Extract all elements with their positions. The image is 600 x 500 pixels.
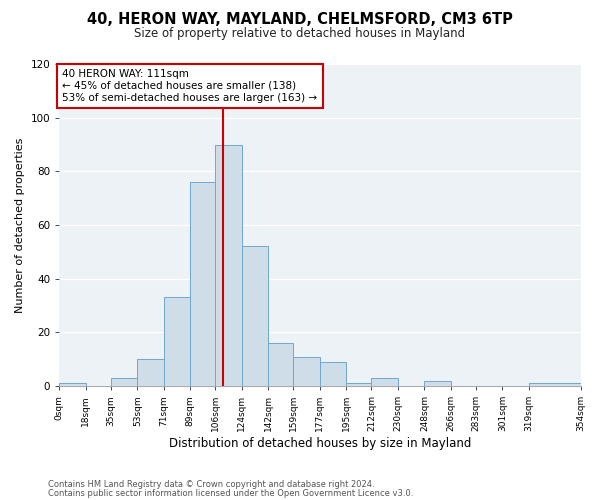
Bar bbox=[268, 343, 293, 386]
Text: 40, HERON WAY, MAYLAND, CHELMSFORD, CM3 6TP: 40, HERON WAY, MAYLAND, CHELMSFORD, CM3 … bbox=[87, 12, 513, 28]
Bar bbox=[371, 378, 398, 386]
Text: Contains HM Land Registry data © Crown copyright and database right 2024.: Contains HM Land Registry data © Crown c… bbox=[48, 480, 374, 489]
Bar bbox=[164, 298, 190, 386]
Bar bbox=[215, 144, 242, 386]
Bar bbox=[242, 246, 268, 386]
Bar bbox=[346, 384, 371, 386]
Bar bbox=[137, 359, 164, 386]
Bar bbox=[111, 378, 137, 386]
Bar bbox=[190, 182, 215, 386]
Bar bbox=[529, 384, 581, 386]
Y-axis label: Number of detached properties: Number of detached properties bbox=[15, 138, 25, 312]
Text: Size of property relative to detached houses in Mayland: Size of property relative to detached ho… bbox=[134, 28, 466, 40]
Text: Contains public sector information licensed under the Open Government Licence v3: Contains public sector information licen… bbox=[48, 489, 413, 498]
X-axis label: Distribution of detached houses by size in Mayland: Distribution of detached houses by size … bbox=[169, 437, 471, 450]
Bar bbox=[59, 384, 86, 386]
Bar bbox=[293, 356, 320, 386]
Bar bbox=[320, 362, 346, 386]
Bar bbox=[424, 380, 451, 386]
Text: 40 HERON WAY: 111sqm
← 45% of detached houses are smaller (138)
53% of semi-deta: 40 HERON WAY: 111sqm ← 45% of detached h… bbox=[62, 70, 317, 102]
